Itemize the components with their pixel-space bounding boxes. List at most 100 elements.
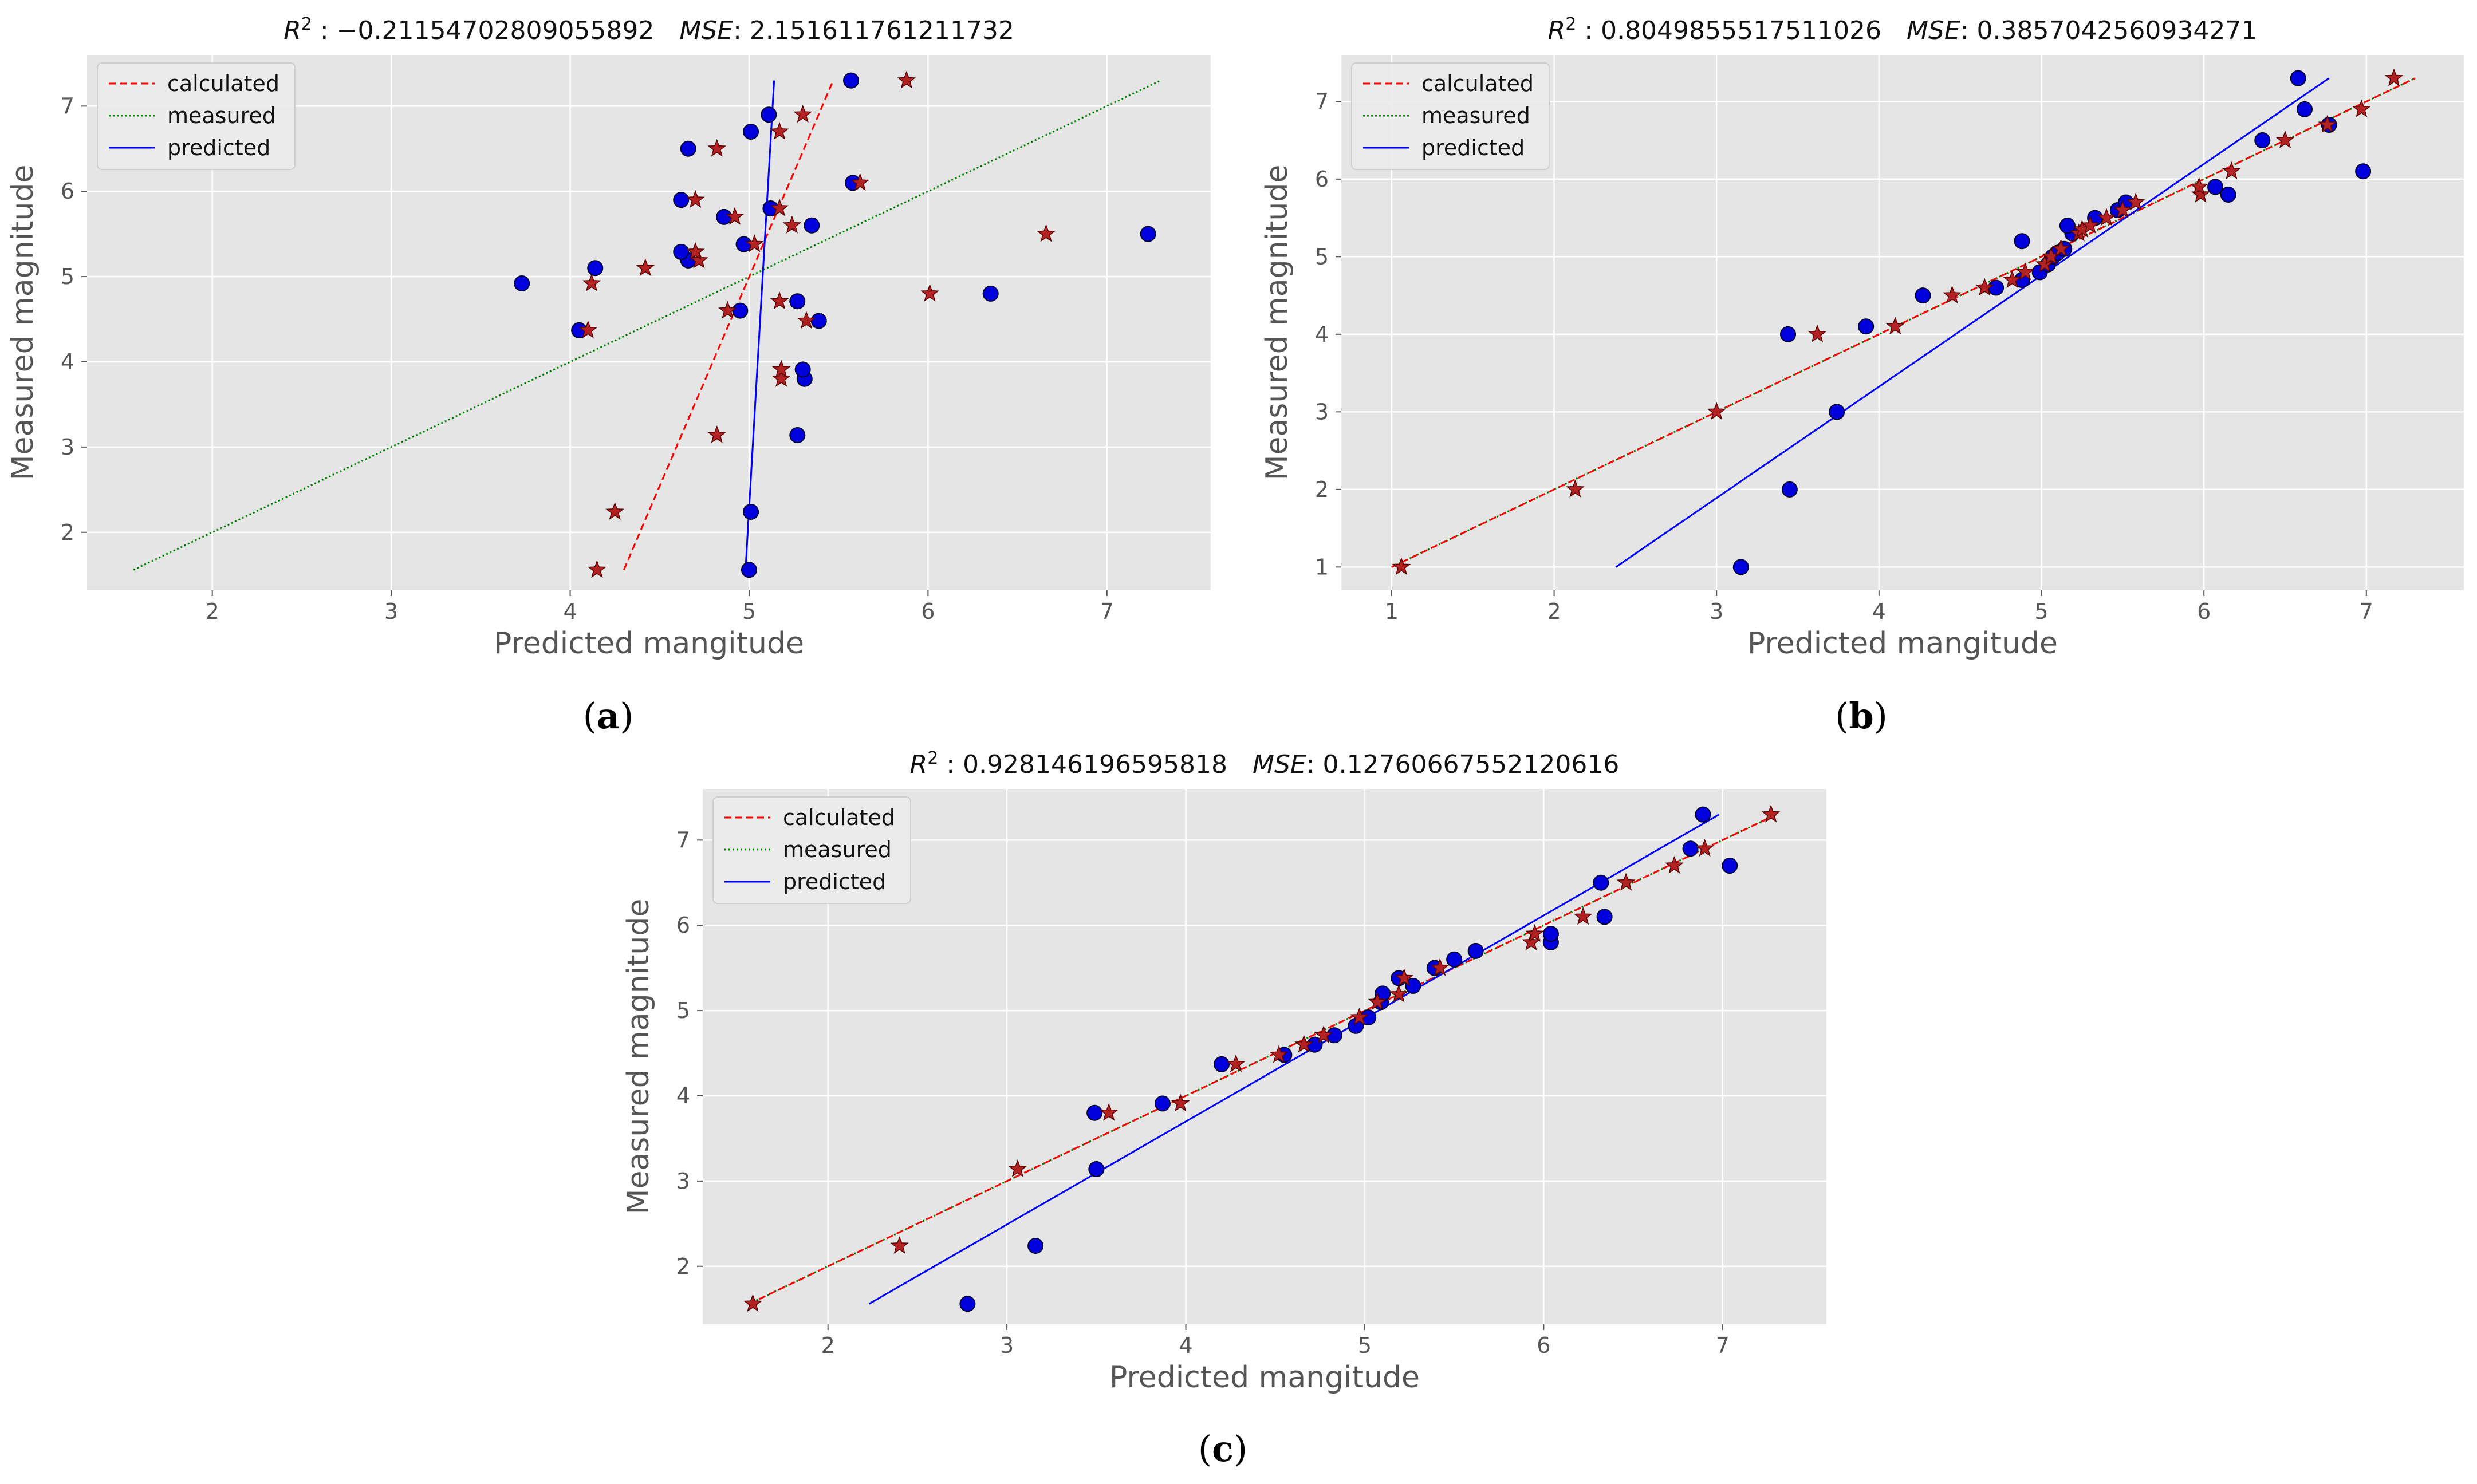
title-r-symbol: R bbox=[1548, 16, 1566, 45]
y-tick-label: 3 bbox=[1315, 399, 1329, 424]
measured-point bbox=[770, 198, 789, 216]
y-tick-label: 6 bbox=[676, 913, 690, 938]
predicted-point bbox=[2059, 218, 2076, 234]
line-predicted bbox=[1615, 77, 2330, 568]
predicted-point bbox=[1781, 481, 1798, 498]
predicted-point bbox=[1988, 279, 2005, 296]
measured-point bbox=[2003, 270, 2022, 288]
legend-label-predicted: predicted bbox=[783, 869, 886, 894]
title-mse-label: MSE bbox=[1907, 16, 1960, 45]
measured-point bbox=[725, 207, 745, 225]
measured-point bbox=[1525, 923, 1545, 942]
measured-point bbox=[1099, 1103, 1119, 1121]
measured-point bbox=[686, 242, 705, 260]
line-calculated bbox=[623, 80, 834, 570]
predicted-point bbox=[1086, 1104, 1103, 1121]
predicted-point bbox=[1405, 977, 1421, 994]
measured-point bbox=[743, 1294, 762, 1312]
chart-c: 2 3 4 5 6 7 2 3 4 5 6 7 Predicted mangitude Measured … bbox=[621, 748, 1826, 1470]
line-calculated bbox=[1391, 77, 2416, 568]
measured-point bbox=[2113, 200, 2132, 218]
predicted-point bbox=[1858, 318, 1875, 335]
predicted-point bbox=[735, 236, 752, 252]
legend-box bbox=[1351, 62, 1550, 170]
title-mse-value: : 2.151611761211732 bbox=[733, 16, 1014, 45]
y-tick-label: 4 bbox=[676, 1083, 690, 1108]
measured-point bbox=[1008, 1159, 1027, 1177]
data-layer bbox=[743, 804, 1781, 1312]
title-r-symbol: R bbox=[910, 750, 928, 779]
y-tick-label: 3 bbox=[676, 1169, 690, 1194]
predicted-point bbox=[2220, 186, 2236, 203]
predicted-point bbox=[761, 106, 777, 123]
y-tick-label: 2 bbox=[61, 520, 74, 545]
measured-point bbox=[2097, 208, 2116, 226]
title-r2-value: : 0.928146196595818 bbox=[938, 750, 1227, 779]
predicted-point bbox=[743, 123, 759, 140]
panel-caption: (a) bbox=[583, 695, 634, 737]
legend-label-calculated: calculated bbox=[1421, 71, 1534, 96]
predicted-point bbox=[1214, 1056, 1230, 1072]
measured-point bbox=[588, 560, 607, 578]
chart-b: 1 2 3 4 5 6 7 1 2 3 4 5 6 7 Predicted mangitude Measure… bbox=[1260, 14, 2464, 737]
x-tick-label: 4 bbox=[563, 599, 577, 624]
predicted-point bbox=[1593, 874, 1609, 891]
y-axis-label: Measured magnitude bbox=[621, 899, 656, 1215]
x-axis-label: Predicted mangitude bbox=[1109, 1360, 1420, 1395]
predicted-point bbox=[673, 192, 690, 208]
y-tick-label: 7 bbox=[61, 93, 74, 119]
panel-caption: (b) bbox=[1835, 695, 1888, 737]
measured-point bbox=[1807, 324, 1827, 342]
measured-point bbox=[1171, 1094, 1190, 1112]
measured-point bbox=[850, 173, 869, 191]
legend-label-calculated: calculated bbox=[167, 71, 279, 96]
measured-point bbox=[1975, 278, 1994, 296]
predicted-point bbox=[680, 140, 696, 157]
measured-point bbox=[1392, 557, 1411, 575]
title-superscript: 2 bbox=[1565, 14, 1576, 34]
x-tick-label: 1 bbox=[1385, 599, 1399, 624]
y-tick-label: 5 bbox=[1315, 244, 1329, 269]
measured-point bbox=[1350, 1007, 1369, 1025]
chart-title: R2 : −0.21154702809055892 MSE: 2.1516117… bbox=[283, 14, 1014, 45]
predicted-point bbox=[2297, 101, 2313, 117]
predicted-point bbox=[1682, 840, 1699, 857]
y-tick-label: 6 bbox=[1315, 167, 1329, 192]
x-tick-label: 7 bbox=[1100, 599, 1114, 624]
measured-point bbox=[1226, 1054, 1246, 1072]
x-tick-label: 5 bbox=[1358, 1333, 1372, 1358]
predicted-point bbox=[673, 243, 690, 260]
x-tick-label: 3 bbox=[1000, 1333, 1014, 1358]
line-predicted bbox=[868, 814, 1720, 1305]
x-tick-label: 2 bbox=[206, 599, 219, 624]
predicted-point bbox=[2207, 179, 2224, 195]
measured-point bbox=[771, 360, 791, 378]
title-spacer bbox=[1227, 750, 1253, 779]
predicted-point bbox=[959, 1296, 976, 1312]
predicted-point bbox=[1027, 1238, 1044, 1254]
measured-point bbox=[782, 215, 802, 234]
line-predicted bbox=[745, 80, 775, 570]
y-tick-label: 1 bbox=[1315, 554, 1329, 579]
title-superscript: 2 bbox=[301, 14, 312, 34]
measured-point bbox=[578, 320, 598, 338]
y-tick-label: 5 bbox=[61, 264, 74, 289]
predicted-point bbox=[1088, 1161, 1105, 1178]
predicted-point bbox=[2254, 132, 2271, 149]
measured-point bbox=[745, 234, 764, 252]
predicted-point bbox=[2290, 70, 2306, 86]
y-tick-label: 7 bbox=[1315, 89, 1329, 114]
predicted-point bbox=[1542, 926, 1559, 942]
x-tick-label: 7 bbox=[2360, 599, 2373, 624]
predicted-point bbox=[1446, 951, 1463, 968]
title-mse-label: MSE bbox=[1253, 750, 1306, 779]
predicted-point bbox=[1695, 806, 1711, 823]
x-axis-label: Predicted mangitude bbox=[1747, 626, 2058, 661]
predicted-point bbox=[982, 285, 999, 302]
predicted-point bbox=[587, 260, 604, 277]
predicted-point bbox=[1140, 226, 1156, 242]
predicted-point bbox=[789, 427, 806, 444]
title-mse-value: : 0.3857042560934271 bbox=[1960, 16, 2258, 45]
predicted-point bbox=[1154, 1095, 1171, 1112]
